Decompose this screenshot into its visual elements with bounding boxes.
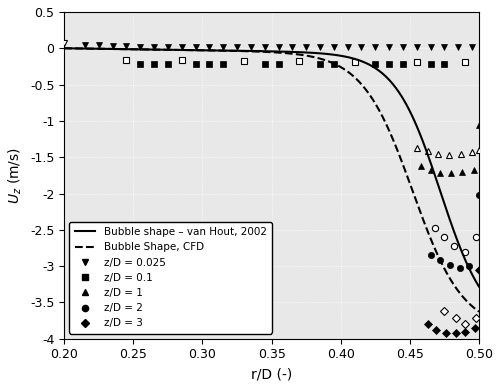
- X-axis label: r/D (-): r/D (-): [251, 367, 292, 381]
- Y-axis label: $U_z$ (m/s): $U_z$ (m/s): [7, 147, 24, 204]
- Legend: Bubble shape – van Hout, 2002, Bubble Shape, CFD, z/D = 0.025, z/D = 0.1, z/D = : Bubble shape – van Hout, 2002, Bubble Sh…: [70, 222, 272, 334]
